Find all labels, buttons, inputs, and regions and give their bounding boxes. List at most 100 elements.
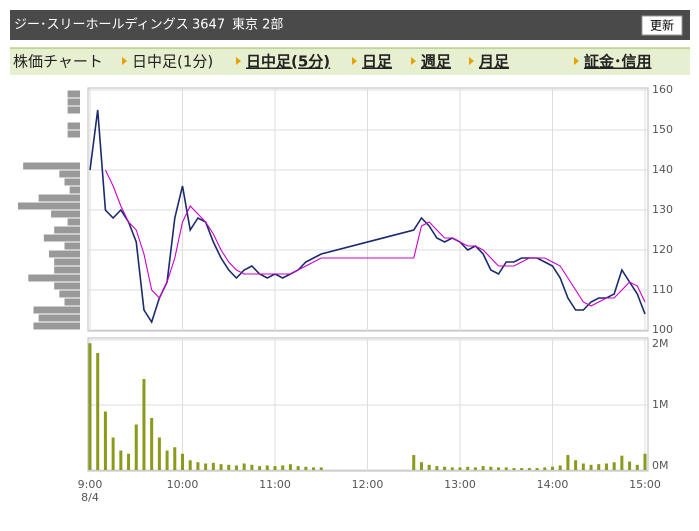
y-tick-label: 160 bbox=[652, 83, 673, 96]
volume-bar bbox=[604, 463, 608, 470]
volume-bar bbox=[281, 465, 285, 470]
tab-label: 株価チャート bbox=[13, 53, 103, 71]
volume-bar bbox=[265, 465, 269, 470]
refresh-button[interactable] bbox=[641, 15, 683, 36]
date-label: 8/4 bbox=[81, 491, 99, 504]
volume-bar bbox=[520, 468, 524, 470]
volume-bar bbox=[88, 343, 92, 470]
profile-bar bbox=[67, 122, 80, 130]
volume-bar bbox=[643, 453, 647, 470]
price-line bbox=[89, 109, 646, 324]
volume-bar bbox=[635, 464, 639, 470]
volume-bar bbox=[296, 466, 300, 470]
profile-bar bbox=[67, 90, 80, 98]
volume-bar bbox=[481, 466, 485, 470]
profile-bar bbox=[64, 242, 80, 250]
refresh-label[interactable]: 更新 bbox=[650, 18, 674, 33]
profile-bar bbox=[54, 282, 80, 290]
volume-bar bbox=[450, 467, 454, 470]
volume-bar bbox=[558, 465, 562, 470]
volume-bar bbox=[612, 462, 616, 470]
volume-bar bbox=[273, 466, 277, 470]
y-tick-label: 110 bbox=[652, 283, 673, 296]
header-bar bbox=[10, 10, 690, 40]
volume-bar bbox=[597, 464, 601, 470]
volume-bar bbox=[111, 437, 115, 470]
header-title: ジー･スリーホールディングス bbox=[14, 17, 189, 33]
profile-bar bbox=[23, 162, 81, 170]
volume-bar bbox=[304, 466, 308, 470]
volume-bar bbox=[458, 467, 462, 470]
tab-arrow bbox=[469, 57, 474, 65]
volume-bar bbox=[443, 466, 447, 470]
tab-arrow bbox=[352, 57, 357, 65]
profile-bar bbox=[59, 170, 80, 178]
profile-bar bbox=[51, 210, 80, 218]
tab[interactable]: 日中足(5分) bbox=[246, 53, 330, 71]
profile-bar bbox=[67, 106, 80, 114]
tab[interactable]: 月足 bbox=[478, 53, 510, 71]
volume-bar bbox=[535, 468, 539, 470]
y-tick-label: 150 bbox=[652, 123, 673, 136]
volume-bar bbox=[566, 455, 570, 470]
profile-bar bbox=[54, 226, 80, 234]
y-tick-label: 130 bbox=[652, 203, 673, 216]
volume-bar bbox=[489, 466, 493, 470]
x-tick-label: 13:00 bbox=[444, 478, 476, 491]
tab[interactable]: 日足 bbox=[362, 53, 393, 71]
volume-bar bbox=[504, 467, 508, 470]
volume-bar bbox=[165, 450, 169, 470]
profile-bar bbox=[67, 130, 80, 138]
volume-bar bbox=[312, 467, 316, 470]
profile-bar bbox=[69, 186, 80, 194]
tab-arrow bbox=[122, 57, 127, 65]
x-tick-label: 12:00 bbox=[352, 478, 384, 491]
profile-bar bbox=[59, 290, 80, 298]
profile-bar bbox=[18, 202, 80, 210]
volume-bar bbox=[466, 466, 470, 470]
tab-arrow bbox=[574, 57, 579, 65]
volume-bar bbox=[435, 466, 439, 470]
tab[interactable]: 日中足(1分) bbox=[132, 53, 213, 71]
volume-bar bbox=[211, 462, 215, 470]
price-line bbox=[104, 169, 646, 307]
y2-tick-label: 1M bbox=[652, 398, 669, 411]
y-tick-label: 100 bbox=[652, 323, 673, 336]
volume-bar bbox=[581, 463, 585, 470]
profile-bar bbox=[64, 298, 80, 306]
volume-bar bbox=[196, 462, 200, 470]
volume-bar bbox=[512, 468, 516, 470]
volume-bar bbox=[412, 455, 416, 470]
tab[interactable]: 証金･信用 bbox=[584, 53, 652, 71]
y-tick-label: 140 bbox=[652, 163, 673, 176]
profile-bar bbox=[33, 322, 80, 330]
x-tick-label: 9:00 bbox=[78, 478, 103, 491]
volume-bar bbox=[288, 464, 292, 470]
volume-bar bbox=[527, 468, 531, 470]
y2-tick-label: 2M bbox=[652, 337, 669, 350]
y-tick-label: 120 bbox=[652, 243, 673, 256]
x-tick-label: 10:00 bbox=[167, 478, 199, 491]
volume-bar bbox=[157, 437, 161, 470]
profile-bar bbox=[54, 266, 80, 274]
volume-bar bbox=[181, 453, 184, 470]
volume-bar bbox=[250, 464, 254, 470]
volume-bar bbox=[427, 464, 431, 470]
header-code: 3647 bbox=[192, 18, 225, 33]
volume-bar bbox=[227, 464, 231, 470]
volume-bar bbox=[419, 462, 423, 470]
volume-bar bbox=[574, 460, 578, 470]
volume-bar bbox=[319, 467, 323, 470]
tab[interactable]: 週足 bbox=[421, 53, 452, 71]
volume-bar bbox=[96, 353, 100, 470]
volume-bar bbox=[204, 463, 208, 470]
volume-bar bbox=[551, 466, 554, 470]
profile-bar bbox=[67, 98, 80, 106]
profile-bar bbox=[49, 250, 80, 258]
volume-bar bbox=[543, 467, 547, 470]
volume-bar bbox=[628, 461, 632, 470]
volume-bar bbox=[620, 455, 624, 470]
volume-bar bbox=[188, 460, 192, 470]
